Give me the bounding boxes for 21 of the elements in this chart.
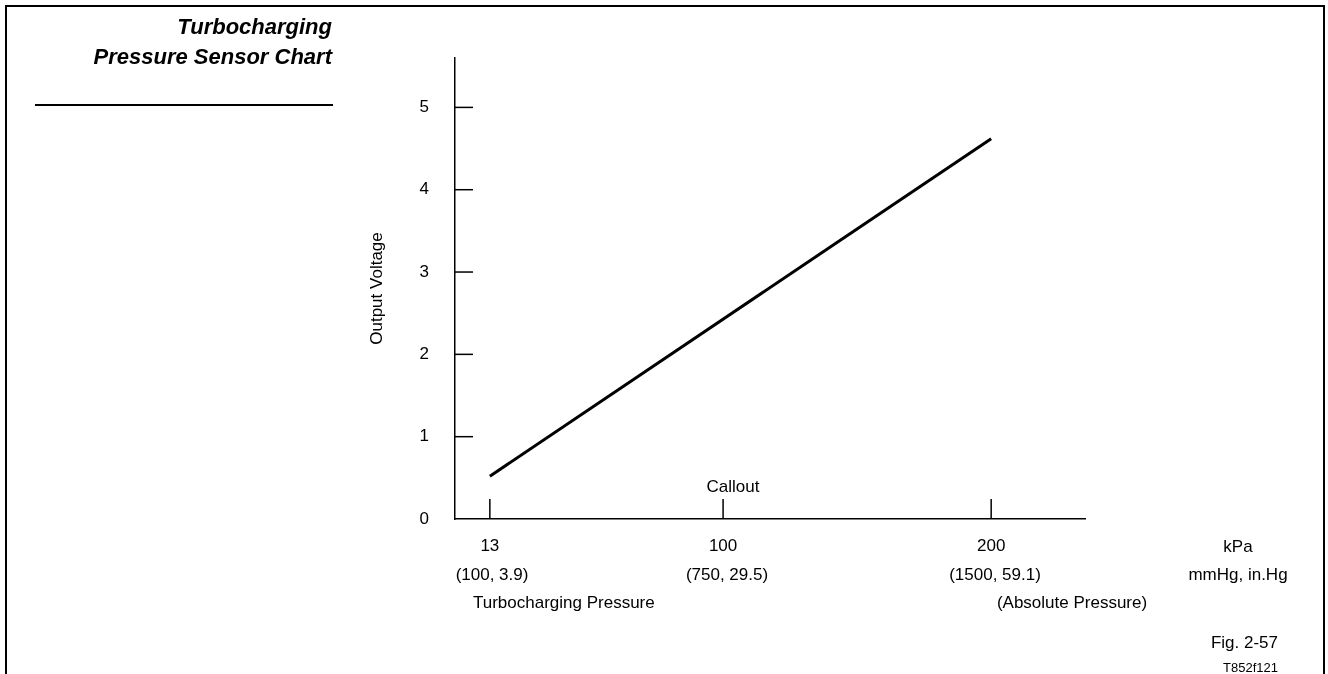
y-tick-label: 3 — [419, 261, 429, 281]
text: (750, 29.5) — [685, 565, 769, 584]
text: mmHg, in.Hg — [1188, 565, 1288, 584]
y-tick-label: 2 — [419, 344, 429, 364]
x-tick-label: 200 — [976, 535, 1006, 555]
y-tick-label: 4 — [419, 179, 429, 199]
x-tick-label: 100 — [708, 535, 738, 555]
y-axis-title: Output Voltage — [367, 232, 386, 345]
text: Turbocharging Pressure Sensor Chart — [92, 13, 332, 71]
x-axis-title: Turbocharging Pressure — [473, 593, 655, 612]
y-tick-label: 0 — [419, 508, 429, 528]
text: kPa — [1223, 537, 1254, 556]
text: T852f121 — [1223, 660, 1278, 674]
x-tick-label: 13 — [480, 535, 500, 555]
text: (1500, 59.1) — [949, 565, 1041, 584]
caption: Fig. 2-57 — [1210, 633, 1278, 652]
annotation: Callout — [706, 477, 760, 496]
text: (100, 3.9) — [455, 565, 529, 584]
text: (Absolute Pressure) — [996, 593, 1148, 612]
y-tick-label: 5 — [419, 97, 429, 117]
y-tick-label: 1 — [419, 426, 429, 446]
